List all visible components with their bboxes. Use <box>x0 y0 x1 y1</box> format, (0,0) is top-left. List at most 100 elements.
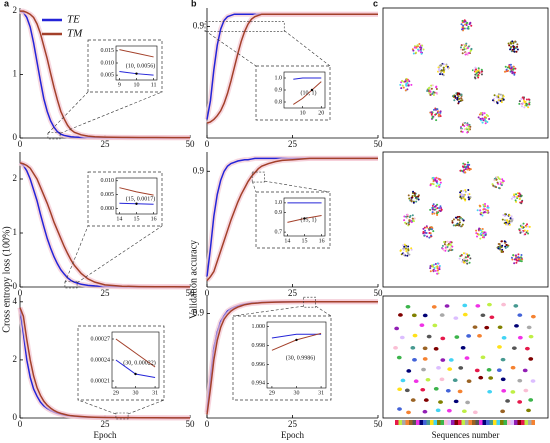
embedding-point <box>468 23 471 26</box>
embedding-point <box>463 261 466 264</box>
zoom-region <box>64 281 78 289</box>
embedding-cluster <box>412 333 418 338</box>
embedding-point <box>497 96 500 99</box>
color-bar-stripe <box>402 420 406 425</box>
embedding-cluster <box>457 389 463 394</box>
embedding-cluster <box>528 334 534 339</box>
embedding-point <box>466 163 469 166</box>
embedding-point <box>463 193 466 196</box>
embedding-point <box>509 48 512 51</box>
embedding-point <box>461 27 464 30</box>
x-tick-label: 25 <box>288 288 298 298</box>
embedding-point <box>495 96 498 99</box>
embedding-point <box>460 48 463 51</box>
embedding-point <box>401 79 404 82</box>
inset-y-tick-label: 0.005 <box>101 192 115 198</box>
embedding-point <box>497 247 500 250</box>
embedding-cluster <box>446 408 452 413</box>
color-bar-stripe <box>503 420 507 425</box>
inset-y-tick-label: 0.010 <box>101 60 115 66</box>
embedding-point <box>399 83 402 86</box>
embedding-point <box>516 259 519 262</box>
embedding-point <box>406 215 409 218</box>
embedding-point <box>438 114 441 117</box>
color-bar-stripe <box>465 420 469 425</box>
x-tick-label: 0 <box>205 419 210 429</box>
embedding-cluster <box>496 368 502 372</box>
embedding-point <box>505 221 508 224</box>
inset-y-tick-label: 1.0 <box>275 75 283 81</box>
embedding-cluster <box>501 389 507 393</box>
embedding-point <box>493 94 496 97</box>
embedding-point <box>432 230 435 233</box>
embedding-point <box>432 176 435 179</box>
embedding-point <box>504 213 507 216</box>
embedding-point <box>404 89 407 92</box>
embedding-point <box>437 184 440 187</box>
embedding-cluster <box>412 358 417 362</box>
embedding-cluster <box>422 313 428 318</box>
legend-label: TE <box>67 14 80 26</box>
embedding-point <box>430 234 433 237</box>
embedding-point <box>461 19 464 22</box>
embedding-point <box>511 40 514 43</box>
embedding-point <box>422 231 425 234</box>
embedding-point <box>435 119 438 122</box>
y-tick-label: 1 <box>13 69 18 79</box>
embedding-point <box>462 252 465 255</box>
embedding-point <box>484 231 487 234</box>
inset-y-tick-label: 0.998 <box>252 343 266 349</box>
embedding-point <box>509 41 512 44</box>
embedding-point <box>431 211 434 214</box>
color-bar-stripe <box>433 420 437 425</box>
embedding-point <box>461 124 464 127</box>
color-bar-stripe <box>500 420 504 425</box>
embedding-point <box>516 48 519 51</box>
embedding-cluster <box>462 312 468 317</box>
embedding-point <box>461 223 464 226</box>
embedding-point <box>528 103 531 106</box>
color-bar-stripe <box>482 420 486 425</box>
embedding-point <box>428 236 431 239</box>
embedding-point <box>496 101 499 104</box>
x-tick-label: 25 <box>101 288 111 298</box>
x-tick-label: 50 <box>374 139 384 149</box>
embedding-point <box>459 191 462 194</box>
embedding-point <box>446 65 449 68</box>
embedding-point <box>493 179 496 182</box>
embedding-point <box>484 234 487 237</box>
embedding-point <box>451 221 454 224</box>
embedding-point <box>466 131 469 134</box>
embedding-point <box>503 70 506 73</box>
embedding-point <box>435 185 438 188</box>
x-tick-label: 25 <box>101 419 111 429</box>
embedding-cluster <box>528 357 534 361</box>
embedding-point <box>429 270 432 273</box>
embedding-point <box>456 218 459 221</box>
color-bar-stripe <box>507 420 511 425</box>
embedding-point <box>480 212 483 215</box>
inset-annotation: (15, 1) <box>301 216 317 223</box>
embedding-point <box>484 208 487 211</box>
embedding-point <box>518 229 521 232</box>
zoom-connector <box>204 30 257 67</box>
legend-label: TM <box>67 28 83 40</box>
embedding-point <box>462 24 465 27</box>
embedding-point <box>520 256 523 259</box>
embedding-point <box>405 83 408 86</box>
embedding-point <box>523 101 526 104</box>
embedding-point <box>516 45 519 48</box>
embedding-point <box>460 97 463 100</box>
embedding-point <box>468 169 471 172</box>
embedding-point <box>444 249 447 252</box>
embedding-cluster <box>517 378 523 383</box>
embedding-point <box>469 196 472 199</box>
embedding-point <box>444 244 447 247</box>
embedding-cluster <box>426 334 432 339</box>
embedding-point <box>465 256 468 259</box>
embedding-point <box>431 115 434 118</box>
embedding-point <box>474 73 477 76</box>
inset-y-tick-label: 0.9 <box>275 87 283 93</box>
embedding-frame <box>382 151 549 288</box>
embedding-point <box>512 48 515 51</box>
